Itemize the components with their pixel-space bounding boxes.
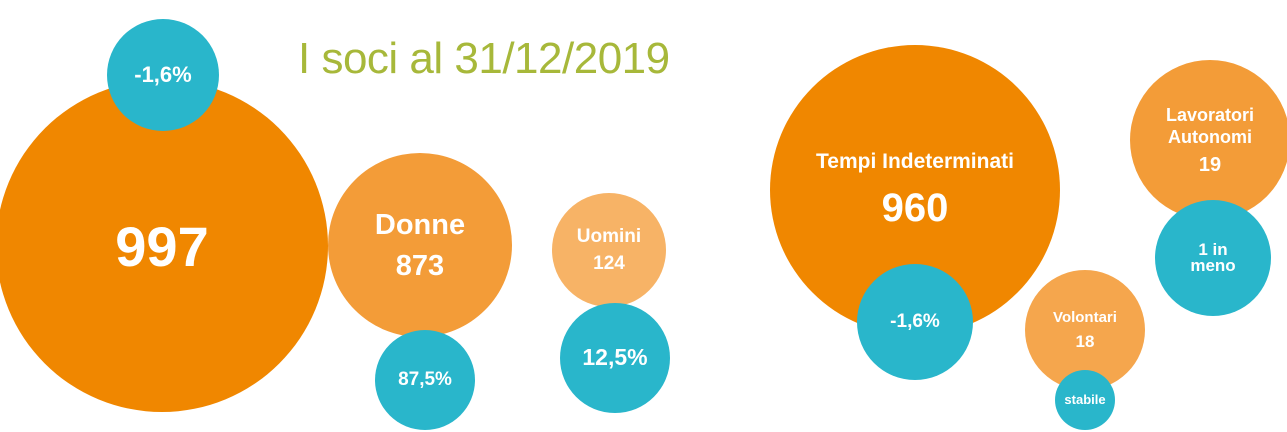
badge-text: -1,6% (890, 310, 940, 332)
bubble-value: 19 (1198, 153, 1222, 176)
badge-text: 12,5% (582, 344, 648, 371)
bubble-value: 124 (593, 253, 625, 275)
badge: 1 in meno (1155, 200, 1271, 316)
bubble-label: Tempi Indeterminati (816, 150, 1014, 174)
bubble-value: 873 (395, 250, 445, 283)
badge-text: 87,5% (398, 368, 452, 390)
badge: -1,6% (857, 264, 973, 380)
bubble-label: Donne (374, 208, 466, 241)
bubble-label: Volontari (1053, 308, 1117, 326)
badge: 87,5% (375, 330, 475, 430)
bubble: Donne 873 (328, 153, 512, 337)
bubble: Lavoratori Autonomi 19 (1130, 60, 1287, 220)
bubble-value: 18 (1075, 331, 1095, 351)
badge-text: -1,6% (134, 61, 192, 87)
bubble-label: Uomini (576, 225, 642, 247)
bubble: Uomini 124 (552, 193, 666, 307)
bubble-label: Lavoratori Autonomi (1165, 104, 1255, 148)
bubble: 997 (0, 80, 328, 412)
bubble-value: 960 (881, 185, 949, 230)
badge-text: stabile (1064, 391, 1106, 407)
badge: -1,6% (107, 19, 219, 131)
bubble-value: 997 (115, 214, 209, 278)
title: I soci al 31/12/2019 (298, 34, 670, 83)
badge: stabile (1055, 370, 1115, 430)
badge: 12,5% (560, 303, 670, 413)
badge-text: 1 in meno (1190, 239, 1236, 275)
